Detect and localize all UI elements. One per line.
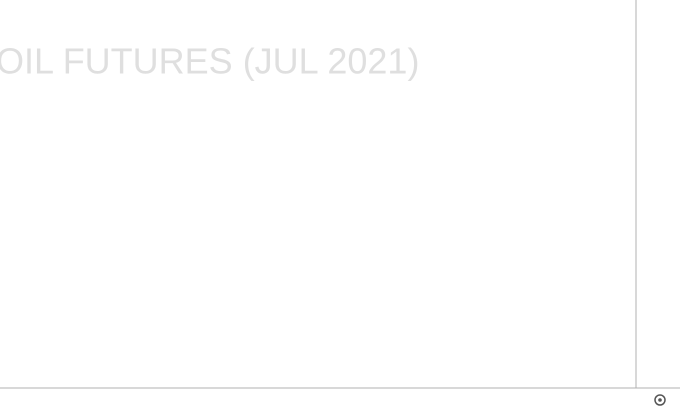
watermark: OIL FUTURES (JUL 2021) bbox=[0, 41, 419, 82]
gear-center[interactable] bbox=[658, 398, 662, 402]
settings-icon[interactable] bbox=[654, 394, 666, 406]
gear[interactable] bbox=[654, 394, 666, 406]
